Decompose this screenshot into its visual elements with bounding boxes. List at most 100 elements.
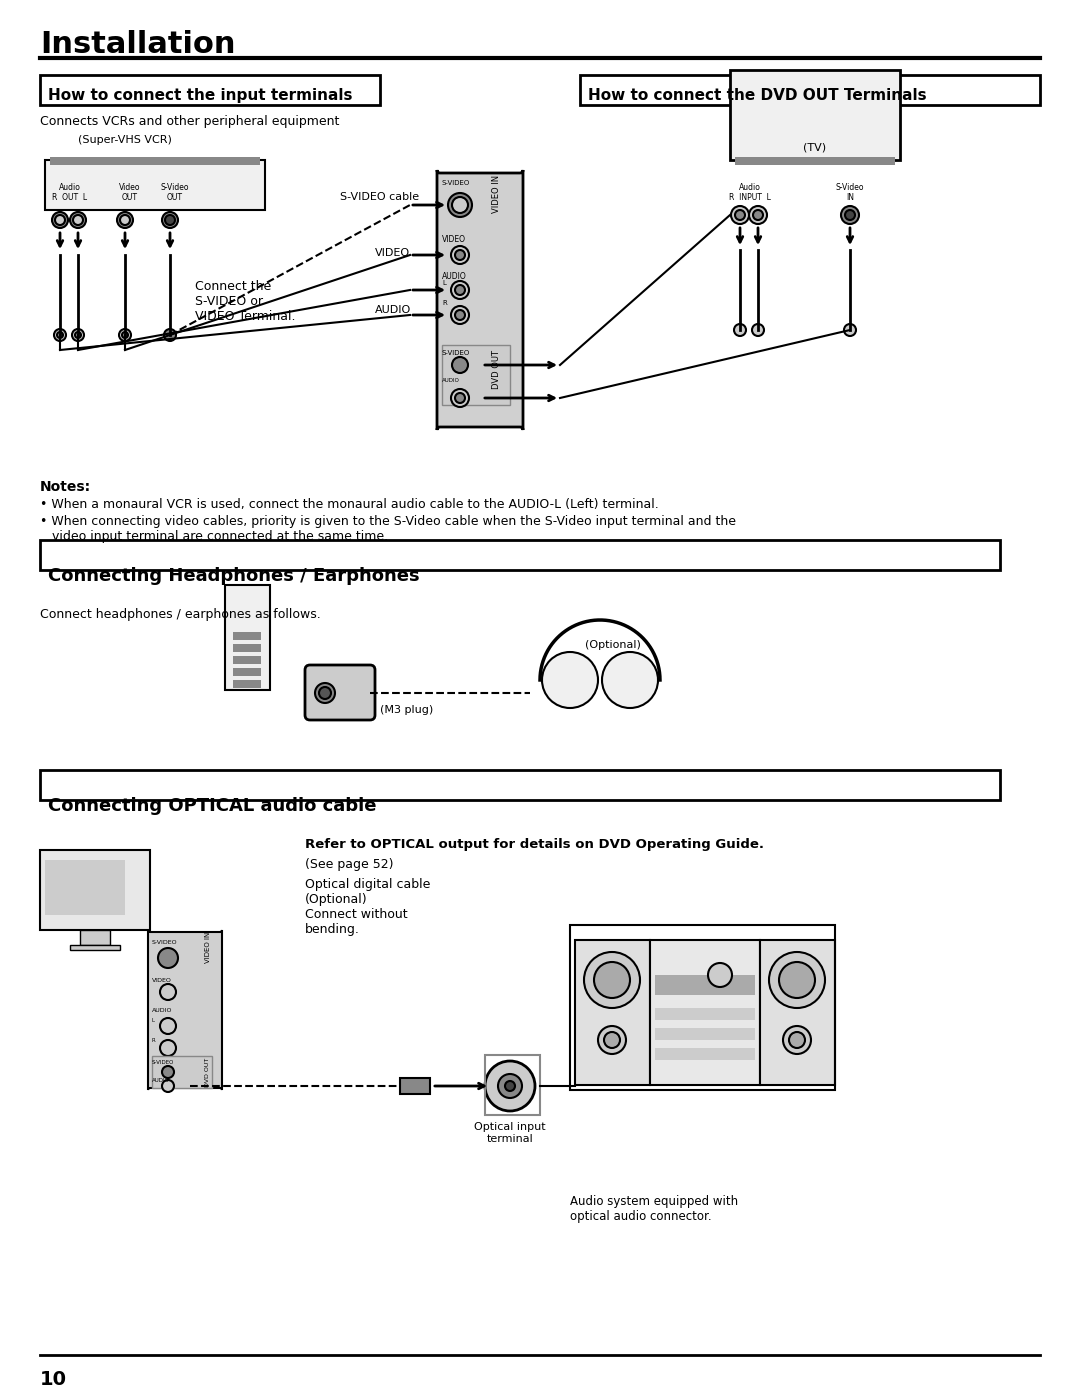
Circle shape (783, 1025, 811, 1053)
Circle shape (162, 1066, 174, 1078)
Circle shape (505, 1081, 515, 1091)
Text: Connects VCRs and other peripheral equipment: Connects VCRs and other peripheral equip… (40, 115, 339, 129)
Bar (580, 75, 1040, 105)
Bar (442, 345, 510, 405)
Circle shape (752, 324, 764, 337)
Text: VIDEO: VIDEO (375, 249, 410, 258)
Circle shape (845, 210, 855, 219)
Bar (225, 585, 270, 690)
Text: Installation: Installation (40, 29, 235, 59)
Bar (654, 1048, 755, 1060)
Circle shape (453, 197, 468, 212)
Bar (152, 1056, 212, 1088)
Circle shape (117, 212, 133, 228)
Bar (45, 861, 125, 915)
Circle shape (55, 215, 65, 225)
Text: How to connect the input terminals: How to connect the input terminals (48, 88, 352, 103)
Circle shape (731, 205, 750, 224)
Bar (45, 161, 265, 210)
Text: • When connecting video cables, priority is given to the S-Video cable when the : • When connecting video cables, priority… (40, 515, 735, 543)
Bar (730, 70, 900, 161)
Bar (70, 944, 120, 950)
Bar (575, 940, 650, 1085)
Circle shape (841, 205, 859, 224)
Text: S-VIDEO cable: S-VIDEO cable (340, 191, 419, 203)
Circle shape (160, 1018, 176, 1034)
Text: (See page 52): (See page 52) (305, 858, 393, 870)
Circle shape (598, 1025, 626, 1053)
Text: S-Video
IN: S-Video IN (836, 183, 864, 203)
Bar (40, 770, 1000, 800)
Circle shape (73, 215, 83, 225)
Circle shape (75, 332, 81, 338)
Text: Audio system equipped with
optical audio connector.: Audio system equipped with optical audio… (570, 1194, 738, 1222)
Circle shape (448, 193, 472, 217)
Circle shape (451, 246, 469, 264)
Text: Connect the
S-VIDEO or
VIDEO Terminal.: Connect the S-VIDEO or VIDEO Terminal. (195, 279, 296, 323)
Circle shape (165, 215, 175, 225)
Circle shape (72, 330, 84, 341)
Text: Video
OUT: Video OUT (119, 183, 140, 203)
Text: AUDIO: AUDIO (442, 272, 467, 281)
Circle shape (70, 212, 86, 228)
Text: How to connect the DVD OUT Terminals: How to connect the DVD OUT Terminals (588, 88, 927, 103)
Text: (Optional): (Optional) (585, 640, 640, 650)
Text: AUDIO: AUDIO (375, 305, 411, 314)
Circle shape (52, 212, 68, 228)
Text: DVD OUT: DVD OUT (205, 1058, 210, 1087)
Text: VIDEO IN: VIDEO IN (205, 932, 211, 964)
Text: L: L (152, 1018, 156, 1023)
Text: Notes:: Notes: (40, 481, 91, 495)
Circle shape (779, 963, 815, 997)
Text: • When a monaural VCR is used, connect the monaural audio cable to the AUDIO-L (: • When a monaural VCR is used, connect t… (40, 497, 659, 511)
Bar (760, 940, 835, 1085)
Text: S-VIDEO: S-VIDEO (152, 1060, 174, 1065)
Bar (400, 1078, 430, 1094)
Circle shape (455, 393, 465, 402)
Circle shape (54, 330, 66, 341)
Text: Optical input
terminal: Optical input terminal (474, 1122, 545, 1144)
Circle shape (455, 285, 465, 295)
Bar (233, 668, 261, 676)
Text: S-Video
OUT: S-Video OUT (161, 183, 189, 203)
Circle shape (162, 212, 178, 228)
Text: S-VIDEO: S-VIDEO (442, 351, 470, 356)
Circle shape (602, 652, 658, 708)
Bar (654, 1009, 755, 1020)
Circle shape (734, 324, 746, 337)
Text: Audio
R  INPUT  L: Audio R INPUT L (729, 183, 771, 203)
Circle shape (789, 1032, 805, 1048)
Text: R: R (152, 1038, 156, 1044)
Circle shape (119, 330, 131, 341)
Text: (TV): (TV) (804, 142, 826, 152)
Bar (40, 849, 150, 930)
Circle shape (160, 1039, 176, 1056)
Circle shape (57, 332, 63, 338)
Circle shape (453, 358, 468, 373)
FancyBboxPatch shape (148, 930, 222, 1090)
Circle shape (708, 963, 732, 988)
Text: Optical digital cable
(Optional)
Connect without
bending.: Optical digital cable (Optional) Connect… (305, 877, 430, 936)
Circle shape (120, 215, 130, 225)
Circle shape (122, 332, 129, 338)
Circle shape (455, 250, 465, 260)
Bar (40, 75, 380, 105)
Circle shape (158, 949, 178, 968)
Bar (233, 680, 261, 687)
Bar (650, 940, 760, 1085)
Text: 10: 10 (40, 1370, 67, 1389)
Circle shape (315, 683, 335, 703)
Bar (654, 975, 755, 995)
Bar (485, 1055, 540, 1115)
Circle shape (451, 281, 469, 299)
Text: AUDIO: AUDIO (442, 379, 460, 383)
Bar (570, 925, 835, 1090)
Circle shape (604, 1032, 620, 1048)
Bar (80, 930, 110, 944)
Circle shape (164, 330, 176, 341)
Text: VIDEO IN: VIDEO IN (492, 175, 501, 214)
Text: S-VIDEO: S-VIDEO (442, 180, 470, 186)
Circle shape (498, 1074, 522, 1098)
Text: AUDIO: AUDIO (152, 1009, 173, 1013)
Text: Refer to OPTICAL output for details on DVD Operating Guide.: Refer to OPTICAL output for details on D… (305, 838, 764, 851)
